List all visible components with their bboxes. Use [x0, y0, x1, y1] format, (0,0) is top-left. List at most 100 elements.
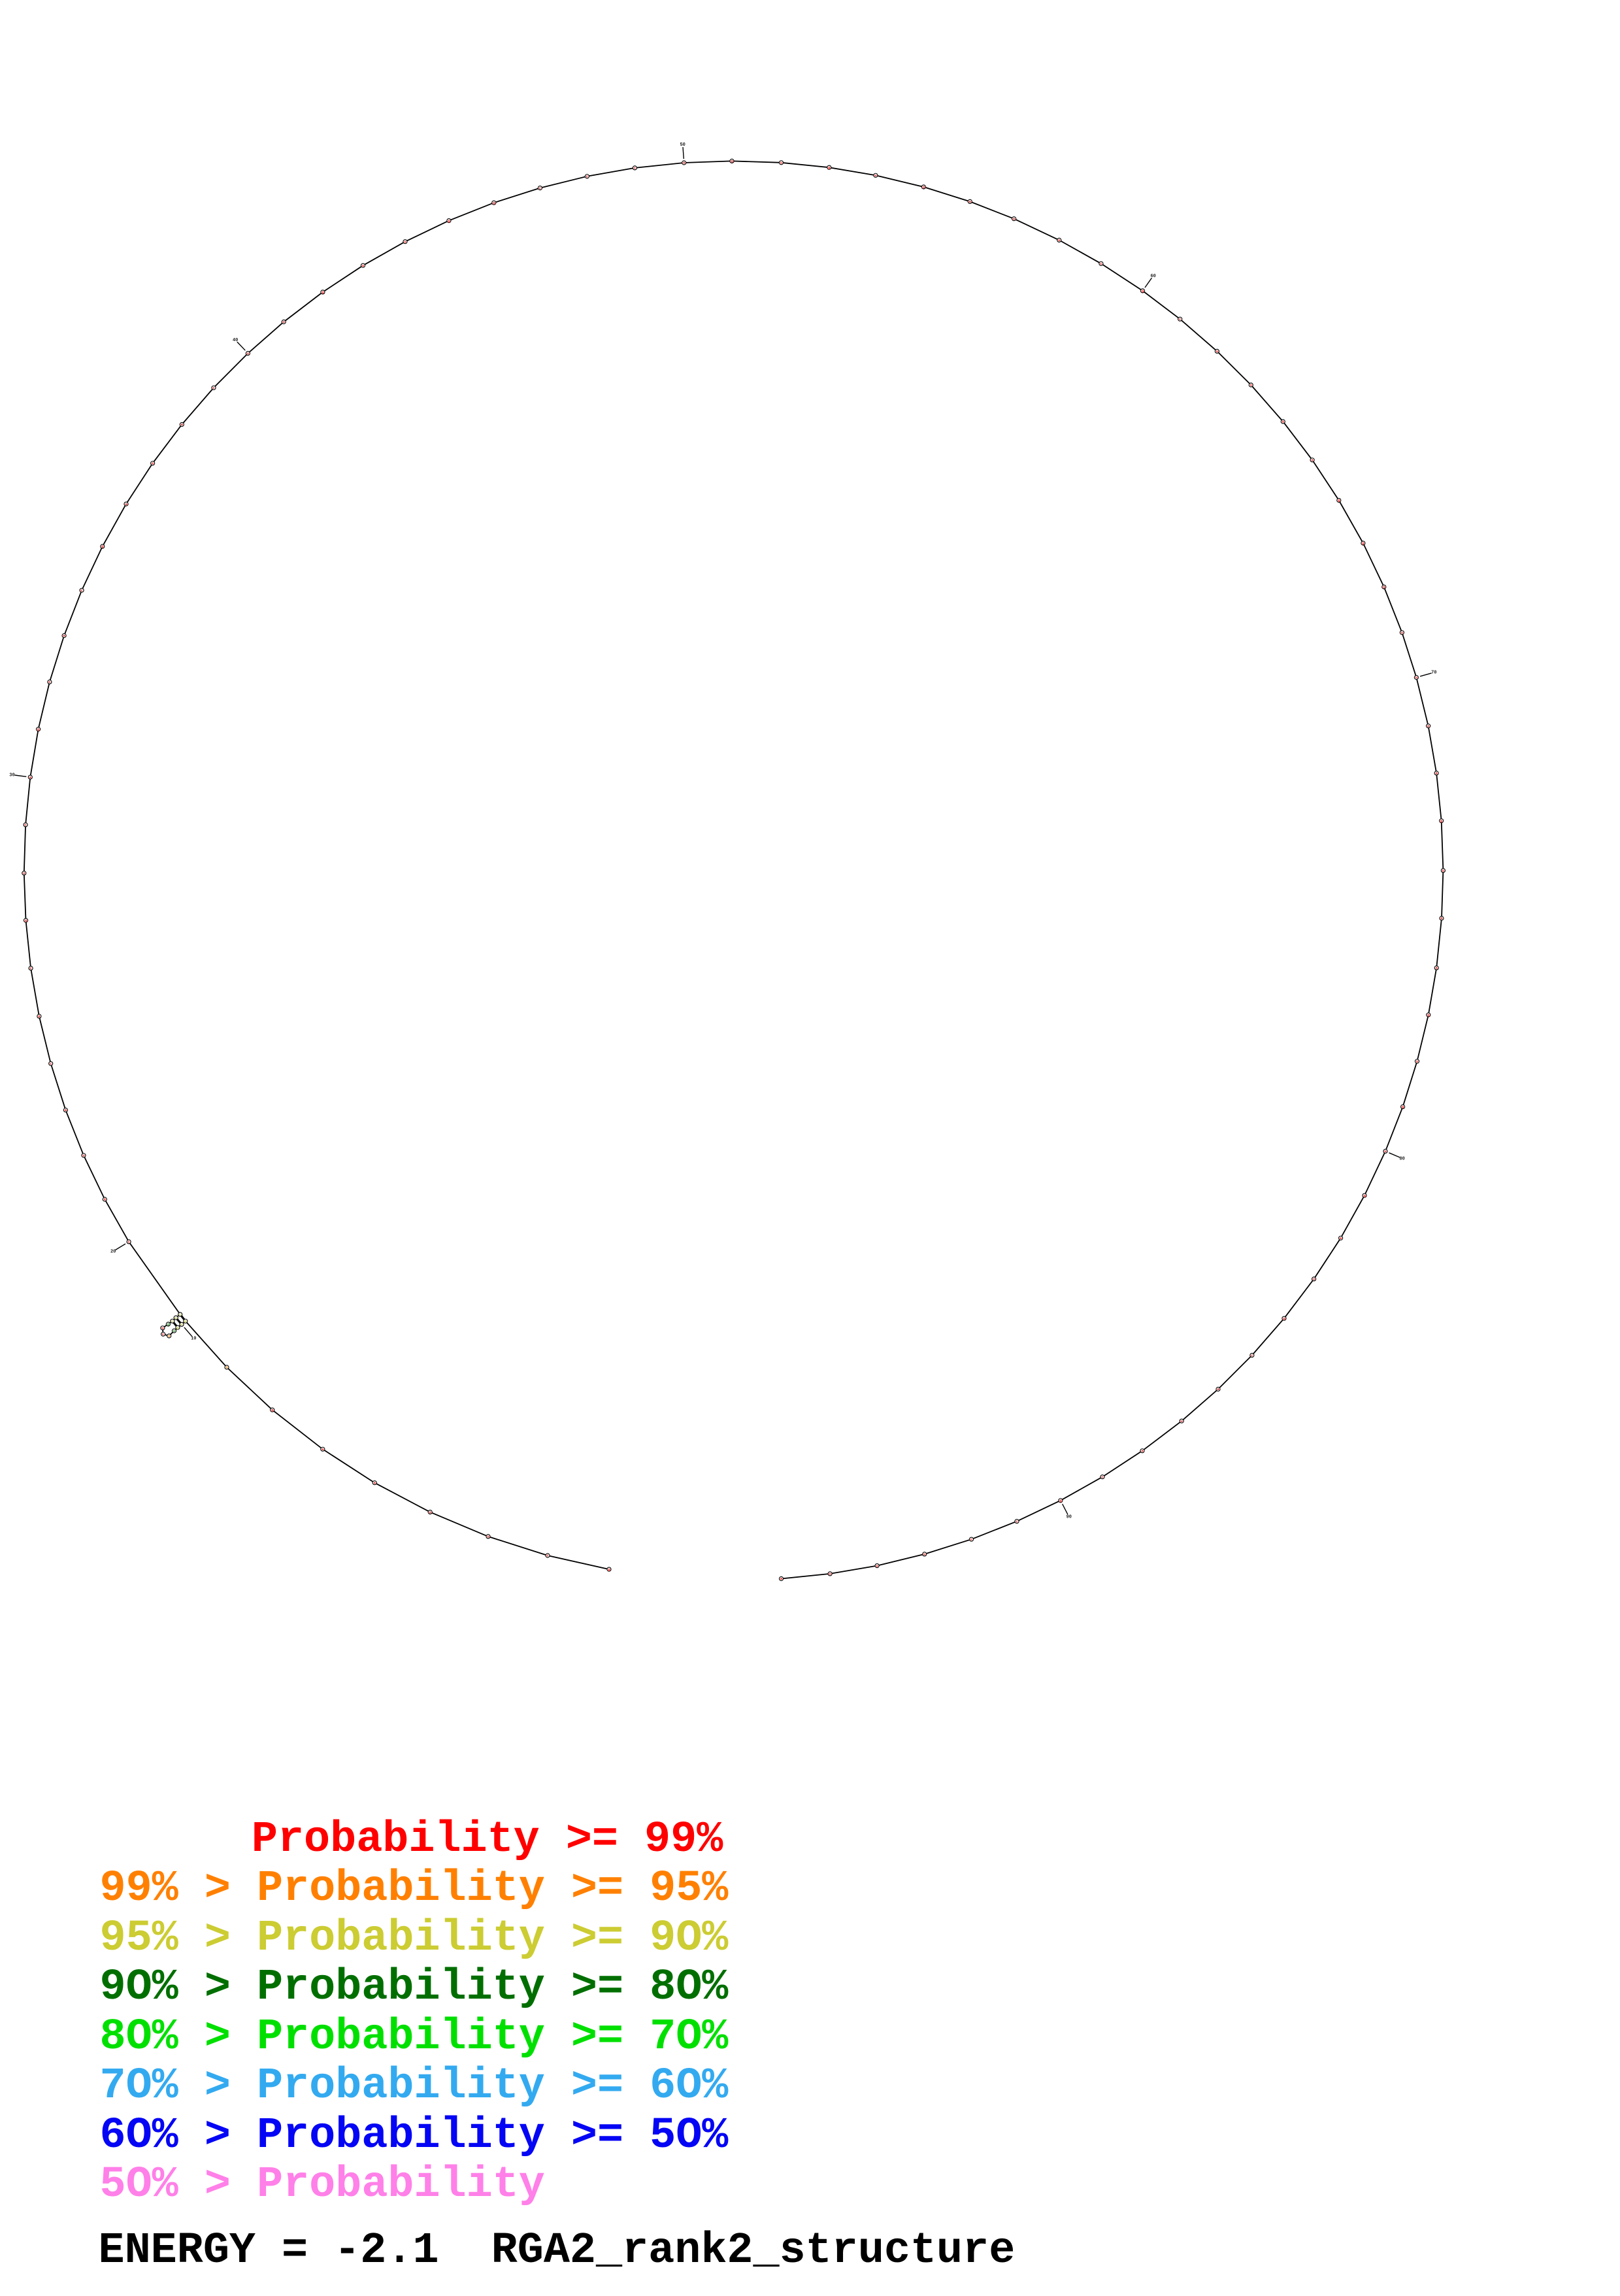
svg-text:8O% > Probability >= 7O%: 8O% > Probability >= 7O%	[100, 2012, 729, 2062]
svg-text:c: c	[162, 1332, 165, 1337]
svg-text:a: a	[429, 1510, 432, 1514]
svg-text:g: g	[101, 544, 104, 549]
svg-text:u: u	[1416, 1059, 1418, 1064]
svg-text:c: c	[212, 386, 215, 390]
svg-text:u: u	[874, 173, 876, 178]
svg-text:g: g	[1427, 1013, 1430, 1018]
svg-text:a: a	[969, 199, 972, 204]
svg-text:g: g	[1402, 1105, 1404, 1109]
svg-text:c: c	[539, 186, 542, 190]
svg-text:g: g	[493, 201, 495, 205]
svg-text:g: g	[1363, 1193, 1366, 1198]
svg-text:u: u	[404, 239, 406, 244]
svg-text:u: u	[1401, 631, 1403, 635]
svg-text:90: 90	[1066, 1515, 1072, 1520]
svg-text:a: a	[181, 422, 184, 427]
svg-text:a: a	[374, 1480, 376, 1485]
svg-text:g: g	[184, 1319, 187, 1323]
svg-text:g: g	[1440, 819, 1443, 824]
svg-text:g: g	[828, 165, 831, 170]
svg-text:g: g	[608, 1567, 610, 1572]
svg-text:c: c	[171, 1319, 174, 1323]
svg-text:g: g	[271, 1408, 274, 1412]
svg-text:g: g	[1142, 289, 1144, 293]
svg-text:u: u	[487, 1535, 489, 1539]
svg-text:u: u	[923, 1552, 925, 1557]
svg-text:c: c	[546, 1554, 549, 1558]
svg-text:g: g	[37, 727, 40, 731]
svg-text:u: u	[876, 1563, 878, 1568]
svg-text:u: u	[173, 1329, 175, 1333]
svg-text:u: u	[1058, 238, 1060, 242]
svg-text:c: c	[634, 166, 636, 171]
svg-text:5O% > Probability: 5O% > Probability	[100, 2160, 545, 2210]
svg-text:u: u	[1384, 1149, 1386, 1154]
svg-text:a: a	[1013, 216, 1016, 221]
svg-text:c: c	[29, 966, 32, 971]
svg-text:u: u	[1250, 383, 1252, 388]
svg-text:a: a	[29, 775, 32, 780]
svg-text:c: c	[1016, 1519, 1018, 1523]
svg-text:a: a	[780, 1576, 783, 1581]
svg-text:c: c	[50, 1061, 52, 1066]
svg-text:u: u	[362, 263, 364, 268]
svg-text:a: a	[1217, 1387, 1219, 1391]
svg-text:a: a	[322, 1447, 324, 1452]
svg-text:u: u	[1442, 869, 1444, 873]
svg-text:u: u	[247, 351, 249, 356]
svg-text:g: g	[731, 159, 733, 163]
svg-text:u: u	[1181, 1419, 1183, 1423]
svg-text:70: 70	[1431, 671, 1436, 676]
svg-text:g: g	[1338, 498, 1340, 503]
svg-text:u: u	[1415, 675, 1417, 680]
svg-text:30: 30	[9, 773, 14, 778]
svg-text:10: 10	[191, 1337, 196, 1342]
svg-text:20: 20	[110, 1250, 116, 1255]
svg-text:g: g	[1059, 1499, 1062, 1503]
svg-text:c: c	[1100, 261, 1102, 266]
svg-text:g: g	[322, 290, 324, 295]
svg-text:a: a	[65, 1108, 67, 1112]
svg-text:80: 80	[1399, 1156, 1404, 1161]
svg-text:g: g	[1383, 585, 1385, 590]
svg-text:g: g	[1362, 541, 1364, 546]
svg-text:a: a	[104, 1197, 107, 1202]
svg-text:a: a	[1282, 420, 1285, 424]
svg-text:50: 50	[680, 142, 685, 148]
svg-text:a: a	[225, 1365, 228, 1370]
svg-text:6O% > Probability >= 5O%: 6O% > Probability >= 5O%	[100, 2111, 729, 2161]
svg-text:a: a	[63, 633, 65, 638]
svg-text:u: u	[82, 1154, 84, 1158]
svg-text:c: c	[1251, 1353, 1253, 1357]
svg-text:u: u	[180, 1322, 182, 1327]
svg-text:g: g	[167, 1322, 170, 1327]
svg-text:99% > Probability >= 95%: 99% > Probability >= 95%	[100, 1864, 729, 1914]
svg-text:a: a	[1435, 771, 1438, 776]
svg-text:g: g	[176, 1325, 179, 1330]
svg-text:c: c	[24, 823, 27, 827]
svg-text:g: g	[448, 218, 450, 223]
svg-text:g: g	[1283, 1316, 1285, 1321]
svg-text:c: c	[80, 588, 83, 593]
svg-text:u: u	[1216, 349, 1218, 354]
svg-text:u: u	[780, 161, 782, 165]
svg-text:95% > Probability >= 9O%: 95% > Probability >= 9O%	[100, 1914, 729, 1963]
svg-text:a: a	[38, 1014, 41, 1019]
svg-text:u: u	[161, 1326, 163, 1331]
svg-text:a: a	[1340, 1236, 1342, 1240]
svg-text:ENERGY = -2.1 RGA2_rank2_stru: ENERGY = -2.1 RGA2_rank2_structure	[99, 2226, 1016, 2276]
svg-text:a: a	[1427, 724, 1430, 728]
svg-text:c: c	[179, 1312, 182, 1317]
svg-text:u: u	[829, 1572, 831, 1576]
svg-text:a: a	[175, 1316, 178, 1320]
svg-text:c: c	[586, 175, 589, 179]
svg-text:60: 60	[1150, 274, 1155, 279]
svg-text:a: a	[1436, 966, 1438, 971]
svg-text:u: u	[283, 320, 285, 324]
svg-text:c: c	[1101, 1474, 1104, 1479]
svg-text:u: u	[23, 871, 25, 876]
svg-text:a: a	[125, 502, 127, 507]
svg-text:40: 40	[233, 338, 238, 343]
svg-text:a: a	[168, 1334, 171, 1339]
svg-text:c: c	[48, 680, 51, 684]
